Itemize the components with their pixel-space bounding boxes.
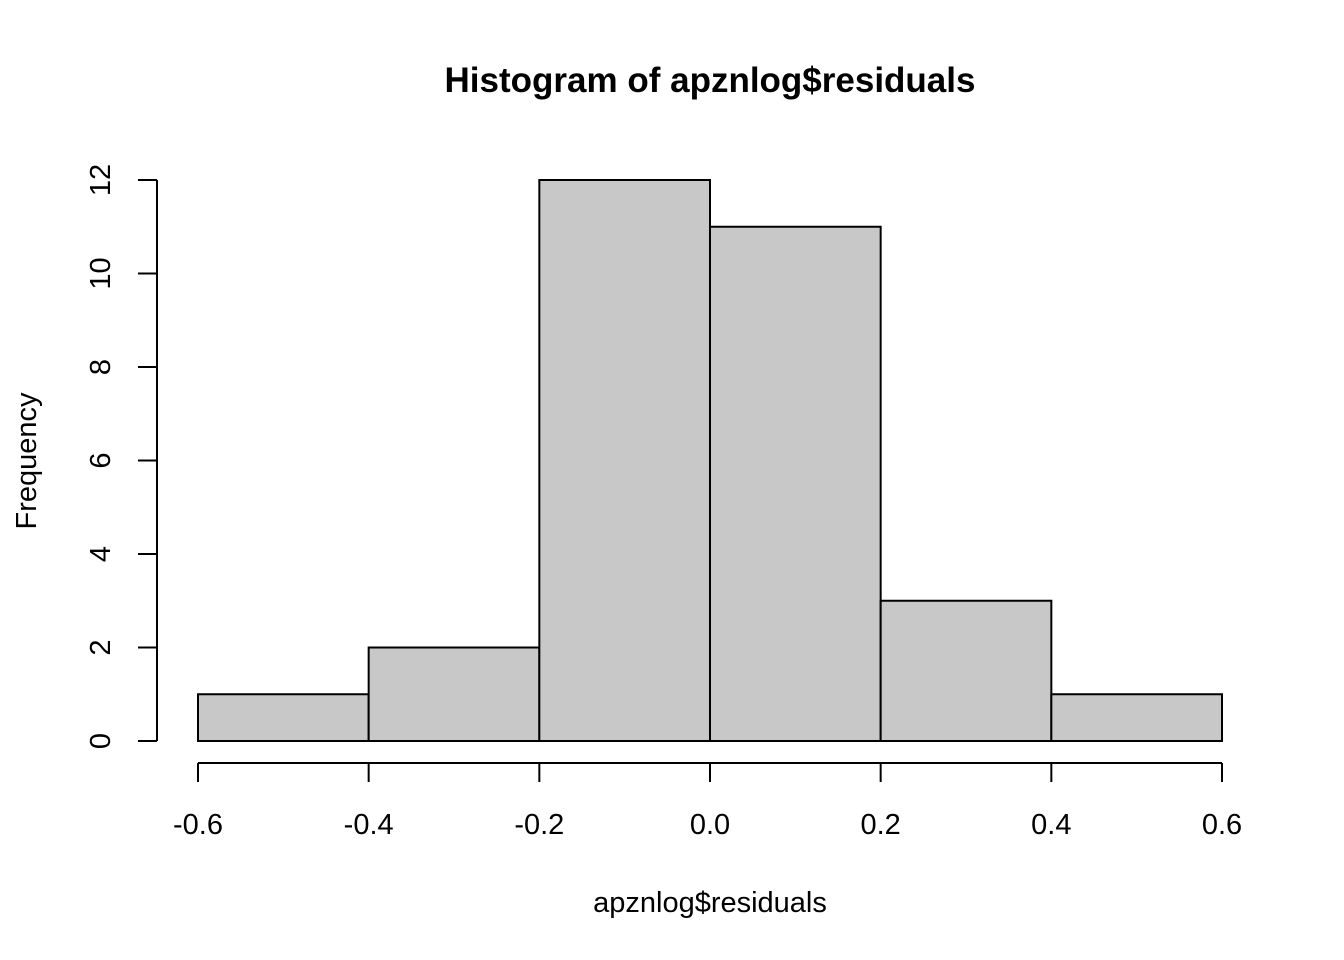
x-tick-label: 0.0	[690, 809, 730, 841]
y-tick-label: 0	[85, 733, 117, 749]
histogram-bar	[879, 599, 1053, 742]
y-tick-label: 12	[85, 164, 117, 196]
bars-group	[197, 179, 1224, 742]
x-axis: -0.6 -0.4 -0.2 0.0 0.2 0.4 0.6	[173, 762, 1242, 841]
y-tick-label: 6	[85, 452, 117, 468]
y-axis-label: Frequency	[11, 392, 43, 530]
x-tick-label: -0.4	[344, 809, 394, 841]
y-tick-label: 4	[85, 546, 117, 562]
histogram-bar	[538, 179, 711, 742]
x-tick-label: 0.4	[1031, 809, 1071, 841]
x-tick-label: -0.6	[173, 809, 223, 841]
histogram-bar	[709, 225, 882, 742]
y-tick-label: 2	[85, 639, 117, 655]
y-tick-label: 10	[85, 257, 117, 289]
x-axis-label: apznlog$residuals	[593, 887, 827, 919]
chart-title: Histogram of apznlog$residuals	[445, 61, 976, 100]
x-tick-label: -0.2	[514, 809, 564, 841]
histogram-bar	[197, 693, 370, 742]
y-axis: 0 2 4 6 8 10 12	[85, 164, 158, 749]
x-tick-label: 0.6	[1202, 809, 1242, 841]
histogram-bar	[1050, 693, 1224, 742]
histogram-bar	[367, 646, 541, 742]
y-tick-label: 8	[85, 359, 117, 375]
x-tick-label: 0.2	[861, 809, 901, 841]
